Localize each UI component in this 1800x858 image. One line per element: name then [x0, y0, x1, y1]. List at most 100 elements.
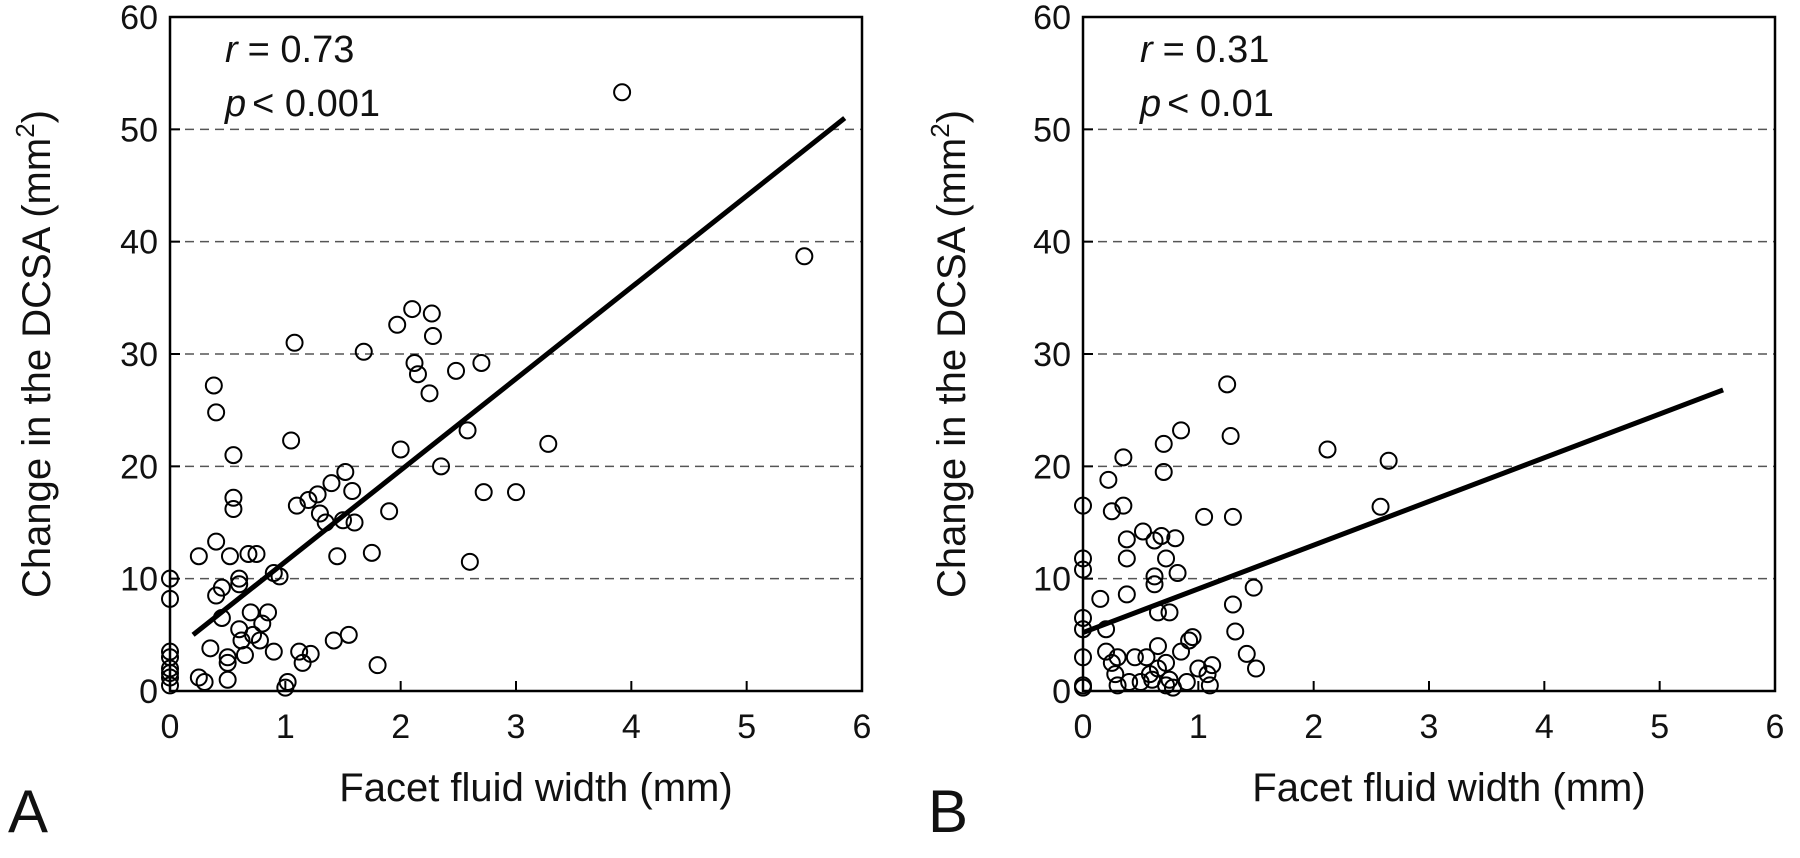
a-data-point — [224, 488, 243, 507]
b-data-point — [1154, 434, 1173, 453]
a-data-point — [161, 664, 179, 683]
a-x-tick-label: 0 — [161, 708, 180, 746]
b-data-point — [1218, 375, 1237, 394]
a-data-point — [230, 569, 249, 588]
a-data-point — [322, 474, 341, 493]
a-data-point — [259, 603, 278, 622]
b-p-annotation: p < 0.01 — [1139, 83, 1274, 125]
a-data-point — [420, 384, 439, 403]
b-x-tick-label: 4 — [1535, 708, 1554, 746]
a-regression-line — [191, 116, 847, 637]
a-r-annotation: r = 0.73 — [225, 29, 354, 71]
a-data-point — [195, 673, 214, 692]
a-data-point — [458, 421, 477, 440]
a-data-point — [230, 575, 249, 594]
b-data-point — [1177, 673, 1196, 692]
b-data-point — [1371, 497, 1390, 516]
a-panel-letter: A — [8, 778, 48, 845]
a-x-tick-label: 1 — [276, 708, 295, 746]
b-y-tick-label: 10 — [1033, 561, 1071, 599]
b-data-point — [1114, 496, 1133, 515]
a-data-point — [310, 504, 329, 523]
a-data-point — [474, 483, 493, 502]
a-data-point — [282, 431, 301, 450]
b-data-point — [1152, 526, 1171, 545]
a-data-point — [220, 547, 239, 566]
b-y-tick-label: 40 — [1033, 224, 1071, 262]
b-data-point — [1180, 631, 1199, 650]
b-x-axis-title: Facet fluid width (mm) — [1252, 766, 1645, 810]
b-x-tick-label: 2 — [1304, 708, 1323, 746]
b-data-point — [1172, 642, 1191, 661]
b-data-point — [1074, 549, 1092, 568]
a-p-value: < 0.001 — [252, 83, 380, 125]
b-r-annotation: r = 0.31 — [1140, 29, 1269, 71]
b-data-point — [1195, 507, 1214, 526]
a-data-point — [368, 656, 387, 675]
b-panel-letter: B — [928, 778, 968, 845]
b-data-point — [1247, 659, 1265, 678]
b-data-point — [1223, 507, 1242, 526]
b-p-symbol: p — [1139, 83, 1161, 125]
b-p-value: < 0.01 — [1167, 83, 1274, 125]
b-data-point — [1172, 421, 1191, 440]
b-x-tick-label: 5 — [1650, 708, 1669, 746]
a-data-point — [308, 485, 327, 504]
b-r-symbol: r — [1140, 29, 1154, 71]
a-data-point — [354, 342, 373, 361]
a-x-tick-label: 4 — [622, 708, 641, 746]
a-data-point — [432, 457, 451, 476]
a-data-point — [460, 552, 479, 571]
a-data-point — [161, 569, 179, 588]
b-data-point — [1117, 530, 1136, 549]
b-data-point — [1168, 564, 1187, 583]
b-data-point — [1074, 678, 1092, 697]
b-data-point — [1160, 603, 1179, 622]
a-data-point — [161, 676, 179, 695]
a-data-point — [241, 603, 260, 622]
b-data-point — [1166, 529, 1185, 548]
b-regression-line — [1082, 387, 1724, 635]
a-data-point — [290, 642, 309, 661]
a-data-point — [391, 440, 410, 459]
b-y-axis-title-close: ) — [930, 110, 974, 123]
a-x-tick-label: 6 — [853, 708, 872, 746]
a-data-point — [189, 668, 208, 687]
a-y-tick-label: 0 — [139, 673, 158, 711]
b-data-point — [1237, 644, 1256, 663]
b-data-point — [1154, 462, 1173, 481]
b-data-point — [1189, 659, 1208, 678]
a-p-annotation: p < 0.001 — [224, 83, 380, 125]
b-data-point — [1120, 673, 1139, 692]
b-y-axis-title: Change in the DCSA (mm2) — [925, 110, 974, 598]
b-data-point — [1114, 448, 1133, 467]
a-data-point — [189, 547, 208, 566]
a-y-tick-label: 30 — [120, 336, 158, 374]
panel-b: 0 10 20 30 40 50 60 0 1 2 3 4 5 6 Facet fluid width (m… — [925, 0, 1784, 845]
a-data-point — [539, 434, 558, 453]
b-data-point — [1102, 653, 1121, 672]
b-data-point — [1099, 470, 1118, 489]
b-data-point — [1097, 642, 1116, 661]
a-data-point — [613, 83, 632, 102]
b-x-tick-label: 6 — [1766, 708, 1785, 746]
b-y-tick-label: 60 — [1033, 0, 1071, 37]
b-r-value: = 0.31 — [1163, 29, 1270, 71]
b-data-point — [1117, 585, 1136, 604]
b-data-point — [1148, 637, 1167, 656]
a-r-value: = 0.73 — [248, 29, 355, 71]
b-data-point — [1125, 648, 1144, 667]
a-x-axis-title: Facet fluid width (mm) — [339, 766, 732, 810]
a-data-point — [472, 353, 491, 372]
a-data-point — [161, 668, 179, 687]
b-data-point — [1074, 608, 1092, 627]
a-y-axis-title-superscript: 2 — [10, 123, 40, 137]
a-data-point — [336, 462, 355, 481]
a-data-point — [447, 361, 466, 380]
a-data-point — [388, 315, 407, 334]
a-data-point — [408, 365, 427, 384]
b-data-point — [1160, 670, 1179, 689]
b-data-point — [1117, 549, 1136, 568]
a-data-point — [285, 333, 304, 352]
